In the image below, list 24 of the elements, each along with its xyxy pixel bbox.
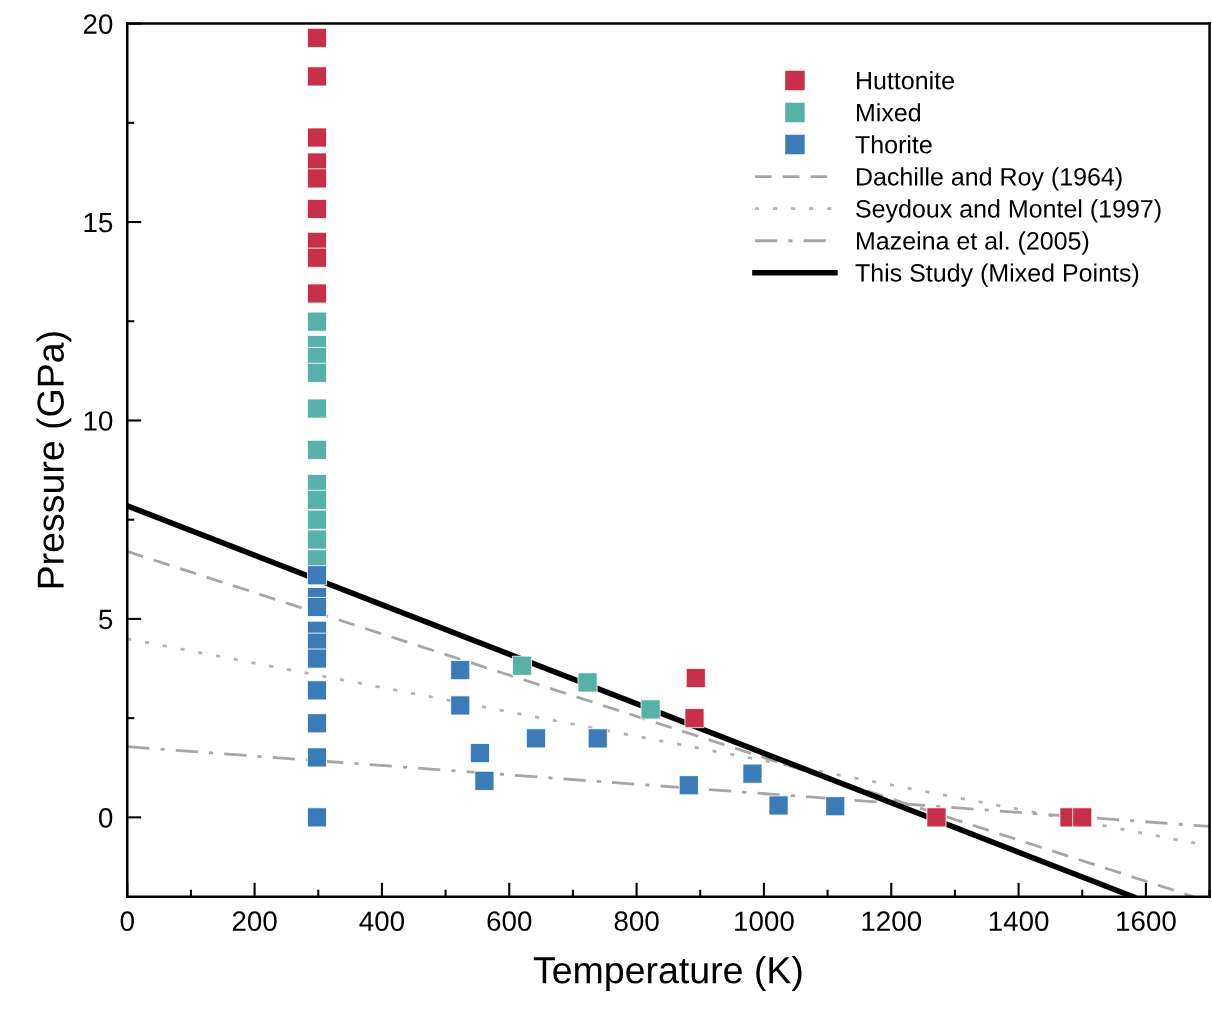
- legend-label: Thorite: [855, 135, 932, 154]
- x-axis-title: Temperature (K): [533, 955, 802, 991]
- legend-label: Dachille and Roy (1964): [857, 167, 1122, 191]
- y-tick-label: 0: [99, 808, 113, 828]
- x-tick-label: 1600: [1117, 911, 1176, 932]
- y-tick-label: 15: [84, 212, 113, 233]
- x-tick-label: 0: [120, 911, 134, 932]
- legend-label: Huttonite: [857, 71, 954, 90]
- y-tick-label: 20: [83, 14, 113, 34]
- legend-label: Mazeina et al. (2005): [857, 231, 1089, 255]
- y-tick-label: 10: [84, 411, 113, 431]
- x-tick-label: 600: [487, 911, 532, 932]
- legend-label: This Study (Mixed Points): [855, 263, 1139, 287]
- x-tick-label: 1400: [989, 911, 1049, 932]
- x-tick-label: 1200: [862, 911, 922, 932]
- y-axis-title: Pressure (GPa): [36, 332, 72, 588]
- x-tick-label: 400: [359, 911, 405, 932]
- legend-label: Mixed: [857, 103, 921, 122]
- legend-label: Seydoux and Montel (1997): [856, 199, 1161, 223]
- x-tick-label: 1000: [735, 911, 794, 932]
- point: [469, 743, 490, 764]
- y-tick-label: 5: [99, 609, 113, 630]
- x-tick-label: 200: [232, 911, 277, 932]
- x-tick-label: 800: [614, 911, 659, 932]
